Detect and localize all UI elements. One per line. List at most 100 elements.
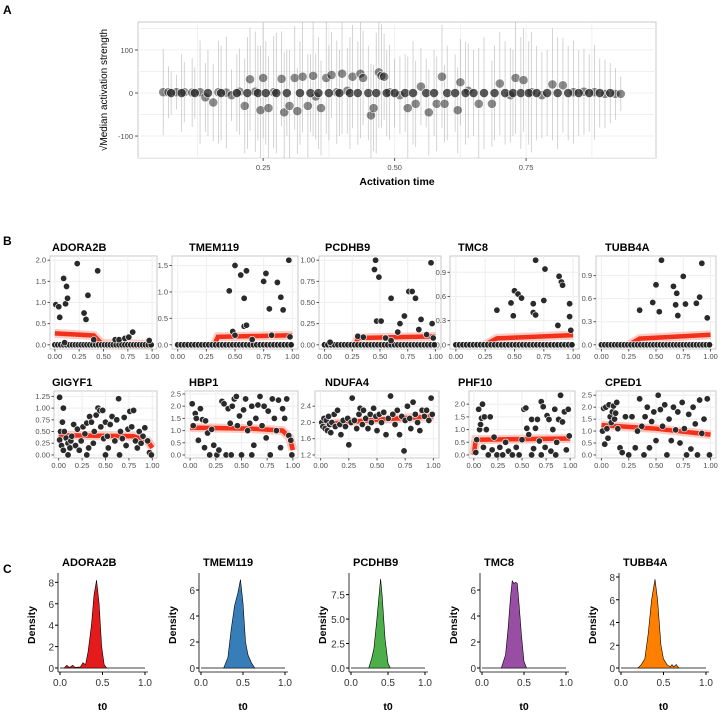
data-point	[377, 317, 385, 325]
data-point	[621, 413, 629, 421]
data-point	[72, 442, 80, 450]
data-point	[510, 73, 521, 83]
data-point	[341, 423, 349, 431]
data-point	[370, 266, 378, 274]
data-point	[655, 308, 663, 316]
data-point	[552, 88, 563, 98]
data-point	[557, 391, 565, 399]
x-tick-label: 0.75	[122, 461, 137, 470]
y-tick-label: 2.5	[331, 640, 345, 651]
data-point	[628, 413, 636, 421]
data-point	[643, 403, 651, 411]
data-point	[358, 73, 368, 83]
data-point	[530, 445, 538, 453]
x-tick-label: 1.00	[285, 352, 300, 361]
data-point	[389, 88, 400, 98]
data-point	[535, 437, 543, 445]
data-point	[611, 415, 619, 423]
data-point	[680, 425, 688, 433]
y-tick-label: 0.5	[582, 439, 592, 448]
x-tick-label: 0.0	[194, 678, 208, 689]
x-tick-label: 0.5	[381, 678, 395, 689]
gene-title: GIGYF1	[52, 377, 92, 389]
data-point	[80, 309, 88, 317]
data-point	[166, 88, 177, 98]
x-tick-label: 1.0	[418, 678, 432, 689]
data-point	[334, 88, 345, 98]
data-point	[691, 420, 699, 428]
data-point	[636, 306, 644, 314]
data-point	[201, 444, 209, 452]
x-tick-label: 0.25	[342, 461, 357, 470]
data-point	[681, 300, 689, 308]
data-point	[68, 432, 76, 440]
x-tick-label: 0.25	[621, 461, 636, 470]
y-axis-title: Density	[317, 606, 329, 644]
x-tick-label: 0.00	[467, 461, 482, 470]
data-point	[359, 333, 367, 341]
data-point	[411, 410, 419, 418]
data-point	[64, 294, 72, 302]
density-tmem119: 0 2 4 6 0.0 0.5 1.0 t0 Density TMEM119	[167, 557, 292, 713]
y-tick-label: 0.5	[158, 314, 168, 323]
gene-scatter-tmc8: 0.0 0.3 0.6 0.9 0.00 0.25 0.50 0.75 1.00 TMC8	[436, 242, 581, 361]
data-point	[273, 278, 281, 286]
data-point	[286, 333, 294, 341]
density-pcdhb9: 0.0 2.5 5.0 7.5 0.0 0.5 1.0 t0 Density PCDHB9	[317, 557, 432, 713]
panel-label-a: A	[3, 3, 12, 17]
data-point	[490, 433, 498, 441]
data-point	[371, 88, 382, 98]
x-tick-label: 0.75	[539, 461, 554, 470]
gene-title: TMC8	[458, 242, 488, 254]
x-tick-label: 0.50	[387, 163, 402, 172]
data-point	[661, 401, 669, 409]
data-point	[287, 436, 295, 444]
data-point	[428, 410, 436, 418]
data-point	[551, 405, 559, 413]
x-tick-label: 1.00	[426, 461, 441, 470]
y-tick-label: 6	[470, 586, 476, 597]
data-point	[493, 306, 501, 314]
data-point	[266, 451, 274, 459]
data-point	[406, 414, 414, 422]
data-point	[416, 81, 426, 92]
y-axis-title: Density	[167, 606, 179, 644]
y-tick-label: 0.0	[582, 450, 592, 459]
data-point	[380, 408, 388, 416]
data-point	[391, 420, 399, 428]
data-point	[601, 440, 609, 448]
data-point	[60, 274, 68, 282]
data-point	[279, 306, 287, 314]
y-tick-label: 2	[48, 643, 54, 654]
data-point	[313, 88, 324, 98]
gene-title: ADORA2B	[52, 242, 106, 254]
data-point	[263, 103, 274, 113]
gene-title: TMEM119	[203, 557, 253, 569]
data-point	[525, 431, 533, 439]
data-point	[402, 103, 413, 113]
y-tick-label: 2	[609, 641, 615, 652]
data-point	[133, 444, 141, 452]
data-point	[250, 441, 258, 449]
data-point	[83, 451, 91, 459]
data-point	[254, 401, 262, 409]
data-point	[415, 326, 423, 334]
data-point	[295, 88, 305, 98]
data-point	[268, 395, 276, 403]
y-tick-label: 1.00	[300, 256, 315, 265]
data-point	[431, 98, 442, 109]
data-point	[439, 98, 450, 109]
x-tick-label: 0.00	[594, 461, 609, 470]
data-point	[614, 425, 622, 433]
data-point	[475, 405, 483, 413]
data-point	[258, 422, 266, 430]
data-point	[420, 412, 428, 420]
data-point	[242, 395, 250, 403]
data-point	[111, 437, 119, 445]
data-point	[705, 451, 713, 459]
data-point	[472, 448, 480, 456]
data-point	[678, 398, 686, 406]
data-point	[410, 98, 421, 109]
data-point	[396, 320, 404, 328]
x-tick-label: 0.00	[594, 352, 609, 361]
